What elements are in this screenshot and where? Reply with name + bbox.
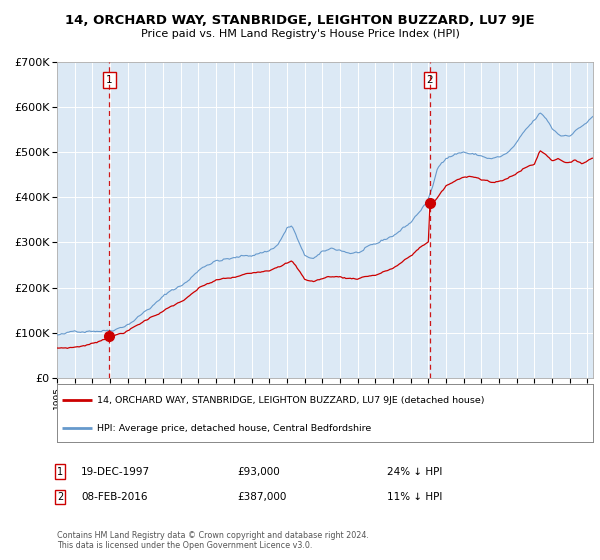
- Text: 14, ORCHARD WAY, STANBRIDGE, LEIGHTON BUZZARD, LU7 9JE: 14, ORCHARD WAY, STANBRIDGE, LEIGHTON BU…: [65, 14, 535, 27]
- Text: 1: 1: [57, 466, 63, 477]
- Text: Contains HM Land Registry data © Crown copyright and database right 2024.
This d: Contains HM Land Registry data © Crown c…: [57, 530, 369, 550]
- Text: 2: 2: [57, 492, 63, 502]
- Text: 11% ↓ HPI: 11% ↓ HPI: [387, 492, 442, 502]
- Text: £387,000: £387,000: [237, 492, 286, 502]
- Text: 2: 2: [427, 74, 433, 85]
- Text: £93,000: £93,000: [237, 466, 280, 477]
- Text: 19-DEC-1997: 19-DEC-1997: [81, 466, 150, 477]
- Text: 08-FEB-2016: 08-FEB-2016: [81, 492, 148, 502]
- Text: Price paid vs. HM Land Registry's House Price Index (HPI): Price paid vs. HM Land Registry's House …: [140, 29, 460, 39]
- Text: 14, ORCHARD WAY, STANBRIDGE, LEIGHTON BUZZARD, LU7 9JE (detached house): 14, ORCHARD WAY, STANBRIDGE, LEIGHTON BU…: [97, 395, 485, 404]
- Text: 1: 1: [106, 74, 113, 85]
- Text: HPI: Average price, detached house, Central Bedfordshire: HPI: Average price, detached house, Cent…: [97, 424, 371, 433]
- Text: 24% ↓ HPI: 24% ↓ HPI: [387, 466, 442, 477]
